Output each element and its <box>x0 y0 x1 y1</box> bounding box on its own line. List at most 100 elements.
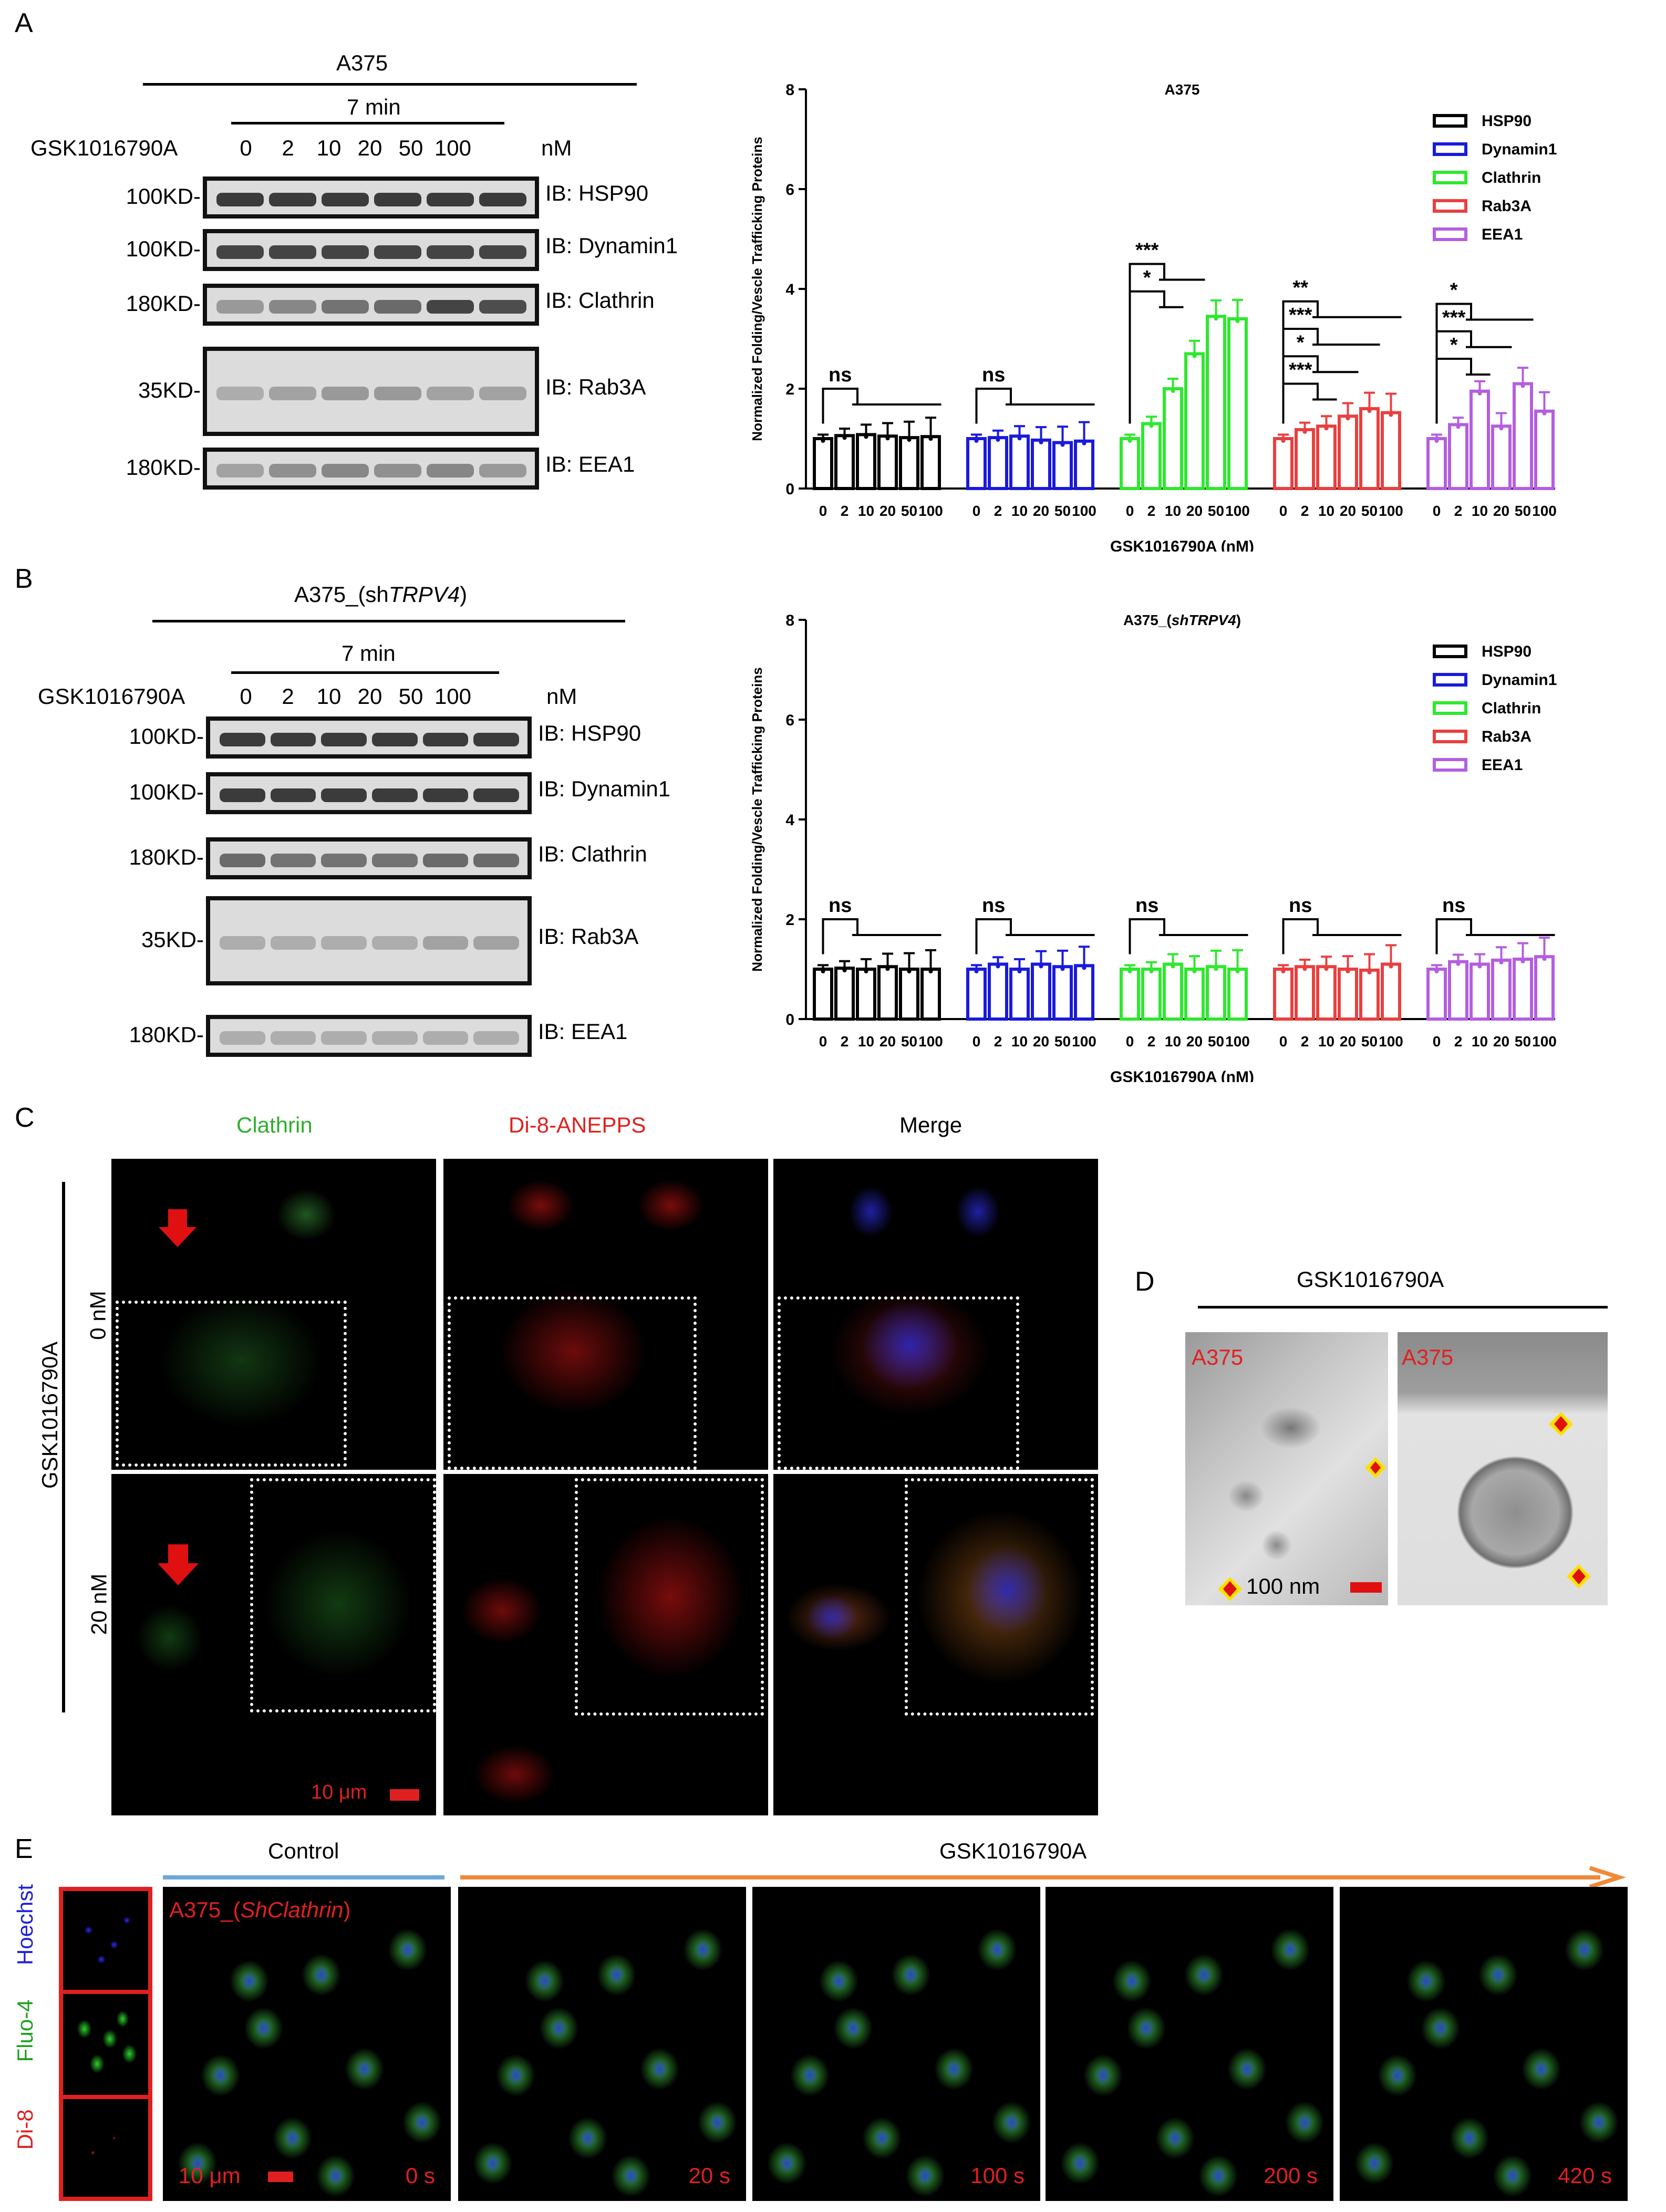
x-tick-label: 100 <box>918 1033 943 1050</box>
mw-label: 35KD- <box>141 927 204 952</box>
band <box>422 788 469 802</box>
data-point <box>1346 416 1350 421</box>
data-point <box>1082 441 1086 445</box>
legend-label: Clathrin <box>1482 169 1541 186</box>
bar <box>1227 968 1248 1021</box>
significance-bracket <box>822 388 858 424</box>
col-label-clathrin: Clathrin <box>236 1113 313 1137</box>
bar <box>1491 424 1512 490</box>
band <box>216 193 264 206</box>
band <box>269 387 316 400</box>
data-point <box>1214 967 1218 971</box>
band <box>422 936 469 950</box>
row-label-20nM: 20 nM <box>86 1573 111 1635</box>
significance-label: * <box>1450 279 1458 302</box>
data-point <box>864 434 868 439</box>
data-point <box>1171 389 1175 393</box>
x-tick-label: 100 <box>1072 503 1096 519</box>
data-point <box>1520 383 1525 388</box>
unit-label: nM <box>541 136 572 160</box>
legend-label: HSP90 <box>1482 112 1532 130</box>
channel-divider <box>63 1990 148 1994</box>
bar <box>1295 965 1315 1021</box>
y-axis-label: Normalized Folding/Vescle Trafficking Pr… <box>749 137 765 441</box>
time-label: 7 min <box>347 95 401 119</box>
x-tick-label: 50 <box>1208 503 1224 519</box>
mw-label: 100KD- <box>126 184 201 209</box>
tem-scale-label: 100 nm <box>1246 1574 1320 1598</box>
band <box>321 854 367 867</box>
band <box>270 936 316 950</box>
bar <box>856 968 876 1021</box>
time-label: 0 s <box>405 2163 435 2188</box>
dose-label: 20 <box>357 684 382 709</box>
y-tick-label: 8 <box>785 81 794 99</box>
drug-label-b: GSK1016790A <box>38 684 185 709</box>
legend-label: Rab3A <box>1482 728 1532 745</box>
y-tick-label: 6 <box>785 181 794 199</box>
blot-5 <box>203 448 539 490</box>
cell-line-bar-b <box>152 620 625 622</box>
bar <box>877 434 898 490</box>
significance-bracket <box>1282 918 1319 954</box>
x-tick-label: 2 <box>1454 503 1463 519</box>
x-tick-label: 100 <box>918 503 943 519</box>
band <box>374 300 421 314</box>
band <box>372 854 418 867</box>
arrow-icon <box>158 1544 199 1585</box>
panel-label-a: A <box>15 8 33 38</box>
significance-bracket <box>1129 263 1165 424</box>
significance-label: ns <box>829 364 852 386</box>
bar <box>1031 962 1051 1021</box>
x-tick-label: 10 <box>1011 1033 1028 1050</box>
dose-label: 50 <box>398 684 423 709</box>
di8-thumb <box>63 2099 148 2197</box>
scale-bar-label: 10 μm <box>311 1781 367 1803</box>
y-tick-label: 2 <box>785 911 794 929</box>
y-tick-label: 0 <box>785 481 794 498</box>
panel-label-d: D <box>1135 1266 1155 1297</box>
legend-swatch <box>1433 199 1467 213</box>
arrow-icon <box>1365 1457 1386 1478</box>
x-tick-label: 20 <box>1493 503 1509 519</box>
dose-labels: 0 2 10 20 50 100 <box>221 136 536 162</box>
data-point <box>1281 969 1286 973</box>
band <box>322 300 369 314</box>
legend-label: Rab3A <box>1482 198 1532 215</box>
band <box>270 1031 316 1045</box>
band <box>473 854 519 867</box>
band <box>321 788 367 802</box>
significance-label: ** <box>1292 277 1308 299</box>
data-point <box>864 969 868 973</box>
band <box>422 854 469 867</box>
band <box>269 193 316 206</box>
band <box>374 193 421 206</box>
blot-2 <box>206 772 532 814</box>
bar <box>834 434 855 490</box>
bar <box>1513 958 1533 1021</box>
timelapse-frame: 200 s <box>1046 1887 1333 2201</box>
blot-4 <box>206 896 532 985</box>
arrow-icon <box>1549 1412 1573 1436</box>
x-tick-label: 20 <box>1340 503 1356 519</box>
inset-box <box>116 1301 347 1467</box>
mw-label: 100KD- <box>129 724 204 749</box>
bar <box>1120 437 1140 490</box>
band <box>220 936 265 950</box>
x-tick-label: 20 <box>1033 503 1049 519</box>
ib-label: IB: HSP90 <box>545 181 649 205</box>
bar <box>856 433 876 491</box>
data-point <box>885 967 890 971</box>
ib-label: IB: Dynamin1 <box>538 776 671 801</box>
drug-label-c: GSK1016790A <box>37 1341 62 1489</box>
timelapse-frame: 0 s A375_(ShClathrin) 10 μm <box>163 1887 451 2201</box>
y-tick-label: 0 <box>785 1011 794 1029</box>
data-point <box>1060 442 1065 447</box>
x-tick-label: 100 <box>1072 1033 1096 1050</box>
data-point <box>1456 961 1461 966</box>
band <box>322 464 369 477</box>
x-axis-label: GSK1016790A (nM) <box>1110 1068 1254 1082</box>
channel-divider <box>63 2095 148 2099</box>
data-point <box>1367 409 1372 413</box>
x-tick-label: 20 <box>1493 1033 1509 1050</box>
